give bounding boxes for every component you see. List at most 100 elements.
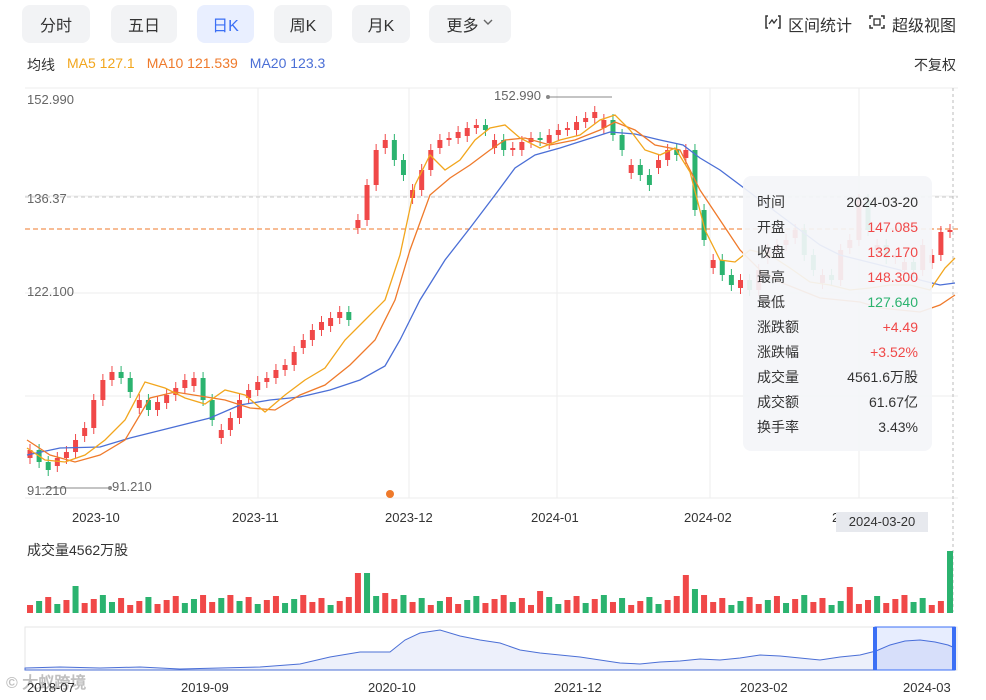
tooltip-value: +3.52%: [870, 344, 918, 360]
overview-handle-right: [952, 627, 956, 670]
volume-bar: [573, 596, 580, 613]
tooltip-row: 换手率 3.43%: [757, 417, 918, 437]
super-view-button[interactable]: 超级视图: [868, 12, 956, 36]
volume-bar: [874, 596, 881, 613]
tab-five-day[interactable]: 五日: [111, 5, 177, 43]
tab-monthly-k[interactable]: 月K: [352, 5, 410, 43]
candle-body: [246, 390, 252, 398]
candle-body: [473, 125, 479, 128]
volume-bar: [254, 604, 261, 613]
volume-bar: [937, 601, 944, 613]
volume-bar: [72, 586, 79, 613]
volume-bar: [136, 601, 143, 613]
tooltip-value: 61.67亿: [868, 394, 918, 410]
tooltip-value: 147.085: [867, 219, 918, 235]
tooltip-row: 时间 2024-03-20: [757, 192, 918, 212]
tab-intraday[interactable]: 分时: [22, 5, 90, 43]
x-label: 2023-12: [385, 510, 433, 525]
candle-body: [938, 232, 944, 255]
watermark: © 大蚁跨境: [6, 675, 87, 692]
candle-body: [337, 312, 343, 318]
candle-body: [656, 160, 662, 168]
tooltip-row: 最低 127.640: [757, 292, 918, 312]
tooltip-row: 最高 148.300: [757, 267, 918, 287]
tooltip-row: 涨跌幅 +3.52%: [757, 342, 918, 362]
volume-bar: [773, 596, 780, 613]
candle-body: [464, 128, 470, 136]
event-dot: [386, 490, 394, 498]
ohlc-tooltip: 时间 2024-03-20 开盘 147.085 收盘 132.170 最高 148.3…: [743, 176, 932, 451]
tooltip-key: 最高: [757, 269, 785, 285]
tooltip-key: 开盘: [757, 219, 785, 235]
volume-bar: [919, 598, 926, 613]
ma-legend: 均线 MA5 127.1 MA10 121.539 MA20 123.3: [27, 55, 325, 75]
volume-bar: [564, 600, 571, 613]
volume-bars: [27, 551, 953, 613]
candle-body: [227, 418, 233, 430]
adjustment-label: 不复权: [914, 57, 956, 73]
tab-label: 周K: [289, 18, 317, 35]
candle-body: [574, 122, 580, 130]
candle-body: [118, 372, 124, 378]
volume-bar: [500, 595, 507, 613]
price-axis-min: 91.210: [27, 483, 67, 498]
volume-bar: [81, 603, 88, 613]
volume-bar: [190, 599, 197, 613]
volume-label: 成交量4562万股: [27, 542, 129, 558]
candle-body: [364, 185, 370, 220]
range-bracket-icon: [764, 14, 782, 35]
volume-bar: [245, 597, 252, 613]
candle-body: [482, 125, 488, 130]
volume-bar: [300, 595, 307, 613]
candle-body: [136, 400, 142, 408]
tooltip-key: 时间: [757, 194, 785, 210]
volume-bar: [354, 573, 361, 613]
volume-bar: [218, 598, 225, 613]
min-price-annotation: 91.210: [112, 479, 152, 494]
volume-bar: [446, 597, 453, 613]
tooltip-key: 收盘: [757, 244, 785, 260]
candle-body: [455, 132, 461, 138]
volume-bar: [54, 604, 61, 613]
volume-bar: [145, 597, 152, 613]
candle-body: [400, 160, 406, 175]
candle-body: [182, 380, 188, 388]
candle-body: [100, 380, 106, 400]
tab-label: 五日: [127, 18, 160, 35]
volume-bar: [527, 605, 534, 613]
candle-body: [665, 150, 671, 160]
tooltip-row: 收盘 132.170: [757, 242, 918, 262]
tab-more[interactable]: 更多: [429, 5, 511, 43]
candle-body: [391, 140, 397, 160]
volume-bar: [118, 598, 125, 613]
price-axis-low: 122.100: [27, 284, 74, 299]
tab-weekly-k[interactable]: 周K: [274, 5, 332, 43]
candle-body: [145, 400, 151, 410]
volume-bar: [418, 598, 425, 613]
tab-daily-k[interactable]: 日K: [197, 5, 254, 43]
candle-body: [54, 458, 60, 466]
volume-bar: [728, 605, 735, 613]
range-stats-button[interactable]: 区间统计: [764, 12, 852, 36]
volume-bar: [546, 597, 553, 613]
volume-bar: [200, 595, 207, 613]
candle-body: [300, 340, 306, 348]
volume-bar: [209, 602, 216, 613]
candle-body: [546, 135, 552, 143]
overview-area: [24, 629, 956, 671]
volume-bar: [619, 598, 626, 613]
volume-bar: [746, 597, 753, 613]
volume-bar: [327, 605, 334, 613]
candle-body: [710, 260, 716, 268]
overview-x-label: 2021-12: [554, 680, 602, 695]
candle-body: [318, 322, 324, 330]
candle-body: [109, 372, 115, 380]
candle-body: [63, 452, 69, 458]
x-label: 2024-02: [684, 510, 732, 525]
tooltip-key: 最低: [757, 294, 785, 310]
volume-bar: [637, 601, 644, 613]
volume-bar: [828, 605, 835, 613]
candle-body: [346, 312, 352, 320]
adjustment-select[interactable]: 不复权: [914, 55, 956, 75]
candle-body: [291, 352, 297, 365]
